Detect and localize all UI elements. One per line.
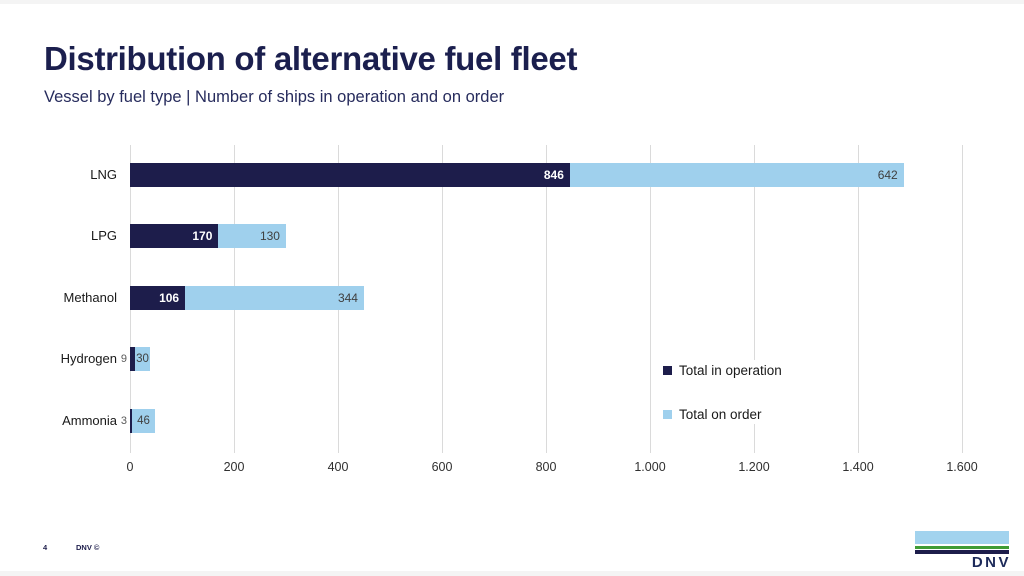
- legend-label: Total in operation: [679, 362, 782, 378]
- dnv-logo-green-bar: [915, 546, 1009, 549]
- bar-segment-in-operation-hydrogen: [130, 347, 135, 372]
- value-in-operation-methanol: 106: [130, 285, 186, 310]
- x-gridline-600: [442, 145, 443, 453]
- value-in-operation-lpg: 170: [130, 224, 219, 249]
- copyright-label: DNV ©: [76, 543, 100, 552]
- value-on-order-lpg: 130: [218, 224, 286, 249]
- bar-segment-on-order-hydrogen: [134, 347, 151, 372]
- value-on-order-methanol: 344: [185, 285, 364, 310]
- x-axis-tick-label: 1.400: [842, 460, 874, 474]
- category-label-lpg: LPG: [90, 228, 117, 244]
- x-axis-tick-label: 200: [223, 460, 245, 474]
- legend-swatch: [663, 365, 672, 375]
- legend-item-total-in-operation: Total in operation: [663, 362, 821, 378]
- category-label-lng: LNG: [90, 167, 117, 182]
- bar-segment-in-operation-ammonia: [130, 408, 132, 433]
- x-gridline-800: [546, 145, 547, 453]
- x-gridline-1.400: [858, 145, 859, 453]
- x-axis-tick-label: 800: [535, 460, 557, 474]
- x-axis-tick-label: 0: [126, 460, 134, 474]
- x-axis-tick-label: 600: [431, 460, 453, 474]
- value-on-order-ammonia: 46: [137, 414, 150, 427]
- legend-item-total-on-order: Total on order: [663, 406, 821, 422]
- chart-legend: Total in operation Total on order: [655, 360, 821, 424]
- dnv-logo-text: DNV: [971, 554, 1011, 571]
- legend-label: Total on order: [679, 406, 762, 422]
- page-title: Distribution of alternative fuel fleet: [44, 40, 578, 77]
- category-label-methanol: Methanol: [63, 289, 117, 305]
- dnv-logo-navy-bar: [915, 550, 1009, 554]
- value-in-operation-ammonia: 3: [120, 414, 127, 427]
- x-axis-tick-label: 1.600: [946, 460, 978, 474]
- category-label-ammonia: Ammonia: [62, 412, 117, 428]
- x-gridline-1.600: [962, 145, 963, 453]
- dnv-logo-blue-bar: [915, 531, 1009, 544]
- x-gridline-1.200: [754, 145, 755, 453]
- value-in-operation-lng: 846: [130, 163, 570, 187]
- page-number: 4: [43, 543, 48, 552]
- page-subtitle: Vessel by fuel type | Number of ships in…: [44, 88, 505, 106]
- category-label-hydrogen: Hydrogen: [60, 351, 117, 367]
- bar-segment-on-order-ammonia: [131, 408, 156, 433]
- slide-top-edge: [0, 0, 1024, 4]
- x-axis-tick-label: 1.200: [738, 460, 770, 474]
- value-on-order-hydrogen: 30: [136, 353, 149, 366]
- value-on-order-lng: 642: [569, 163, 904, 187]
- dnv-logo: DNV: [915, 531, 1009, 571]
- value-in-operation-hydrogen: 9: [120, 353, 127, 366]
- legend-swatch: [663, 409, 672, 419]
- x-axis-tick-label: 1.000: [634, 460, 666, 474]
- x-axis-tick-label: 400: [327, 460, 349, 474]
- slide-bottom-edge: [0, 571, 1024, 576]
- x-gridline-1.000: [650, 145, 651, 453]
